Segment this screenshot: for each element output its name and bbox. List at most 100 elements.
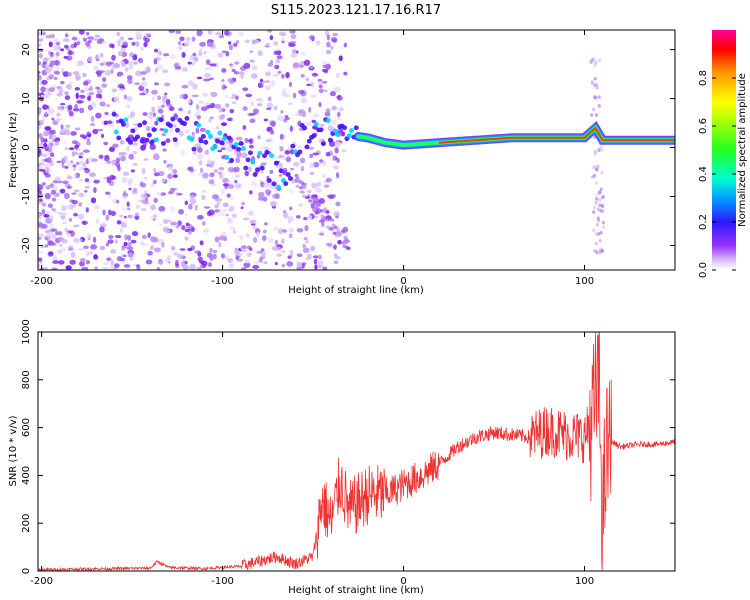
spectrogram-cell (64, 165, 69, 169)
spectrogram-cell (101, 40, 108, 44)
spectrogram-cell (150, 204, 156, 211)
spectrogram-cell (266, 107, 272, 111)
spectrogram-cell (231, 68, 236, 73)
spectrogram-cell (334, 256, 341, 260)
spectrogram-cell (229, 197, 234, 201)
spectrogram-cell (288, 227, 295, 234)
spectrogram-cell (233, 166, 240, 173)
spectrogram-cell (188, 54, 196, 61)
spectrogram-cell (141, 70, 149, 74)
spectrogram-cell (172, 174, 178, 178)
spectrogram-cell (113, 96, 120, 103)
spectrogram-cell (71, 140, 78, 145)
spectrogram-cell (154, 82, 159, 86)
spectrogram-cell (290, 52, 297, 59)
spectrogram-cell (160, 141, 166, 146)
spectrogram-cell (121, 61, 126, 68)
spectrogram-cell (227, 166, 235, 173)
snr-ytick-label: 1000 (21, 319, 32, 344)
spectrogram-cell (49, 129, 56, 135)
spectrogram-cell (65, 33, 69, 38)
spectrogram-cell (263, 261, 268, 265)
spectrogram-cell (126, 95, 132, 102)
spectrogram-cell (207, 41, 214, 47)
spectrogram-cell (241, 201, 246, 206)
spectrogram-cell (236, 258, 244, 262)
spectrogram-cell (44, 111, 48, 116)
spectrogram-cell (78, 166, 84, 171)
spectrogram-cell (63, 74, 69, 77)
spectrogram-cell (90, 115, 95, 122)
spectrogram-cell (55, 51, 60, 57)
spectrogram-cell (41, 116, 46, 122)
spectrogram-cell (85, 41, 91, 47)
spectrogram-cell (283, 93, 291, 98)
spectrogram-cell (299, 113, 304, 117)
spectrogram-cell (215, 126, 220, 130)
spectrogram-cell (140, 46, 144, 52)
spectrogram-cell (163, 229, 171, 233)
spectrogram-cell (107, 239, 114, 244)
spectrogram-cell (599, 187, 603, 191)
spectrogram-cell (273, 41, 278, 46)
spectrogram-cell (58, 231, 63, 236)
snr-ytick-label: 0 (21, 568, 32, 574)
spectrogram-cell (204, 72, 211, 78)
spectrogram-cell (43, 213, 50, 218)
spectrogram-cell (239, 234, 244, 241)
spectrogram-cell (321, 68, 329, 73)
spectrogram-cell (298, 203, 303, 208)
spectrogram-cell (342, 125, 348, 131)
spectrogram-cell (335, 201, 341, 207)
spectrogram-cell (334, 132, 340, 137)
spectrogram-heatmap (38, 30, 675, 270)
spectrogram-cell (234, 179, 238, 184)
spectrogram-cell (178, 130, 184, 137)
spectrogram-cell (177, 253, 184, 260)
spectrogram-cell (228, 205, 235, 212)
spectrogram-cell (158, 205, 166, 212)
spectrogram-cell (93, 66, 99, 71)
snr-xlabel: Height of straight line (km) (288, 585, 424, 596)
spectrogram-cell (76, 41, 81, 46)
spectrogram-cell (264, 80, 270, 83)
spectrogram-cell (38, 43, 42, 47)
spectrogram-cell (218, 35, 225, 39)
spectrogram-cell (117, 50, 124, 57)
spectrogram-cell (132, 150, 138, 154)
spectrogram-cell (52, 119, 56, 125)
spectrogram-cell (287, 102, 293, 106)
spectrogram-cell (202, 172, 209, 179)
spectrogram-cell (589, 60, 593, 64)
spectrogram-cell (310, 94, 317, 99)
spectrogram-cell (84, 185, 90, 189)
spectrogram-cell (161, 104, 165, 108)
spectrogram-cell (225, 103, 230, 108)
spectrogram-cell (276, 253, 282, 257)
spectrogram-cell (47, 108, 55, 115)
spectrogram-cell (178, 107, 183, 112)
spectrogram-cell (325, 49, 332, 55)
spectrogram-cell (228, 263, 235, 269)
spectrogram-cell (106, 160, 112, 164)
spectrogram-cell (353, 125, 359, 131)
spectrogram-cell (129, 111, 136, 118)
spectrogram-cell (53, 38, 60, 43)
spectrogram-cell (101, 222, 107, 226)
spectrogram-cell (312, 255, 320, 259)
spectrogram-cell (38, 162, 45, 166)
spectrogram-cell (235, 40, 240, 44)
spectrogram-cell (47, 184, 55, 188)
spectrogram-cell (77, 248, 85, 251)
spectrogram-cell (248, 144, 255, 149)
spectrogram-cell (265, 71, 272, 77)
spectrogram-cell (49, 152, 55, 158)
spectrogram-cell (129, 256, 134, 262)
spectrogram-cell (128, 153, 135, 160)
spectrogram-cell (218, 235, 226, 241)
spectrogram-cell (252, 264, 260, 269)
spectrogram-cell (105, 103, 111, 108)
snr-series-line (38, 332, 675, 571)
spectrogram-cell (313, 121, 319, 127)
